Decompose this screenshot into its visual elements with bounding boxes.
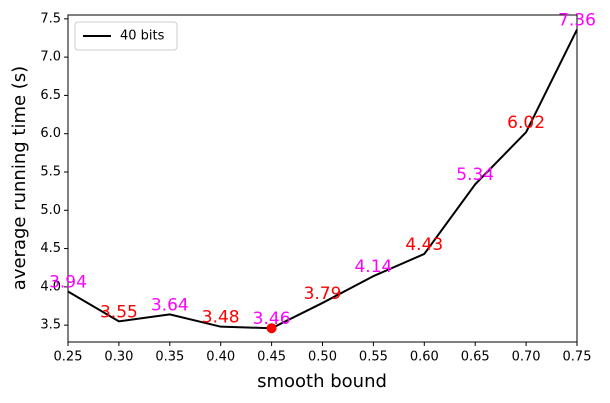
legend-label: 40 bits	[120, 29, 165, 44]
y-tick-label: 7.5	[40, 11, 61, 26]
data-label: 4.43	[405, 235, 443, 255]
y-tick-label: 7.0	[40, 50, 61, 65]
x-tick-label: 0.40	[206, 350, 235, 365]
x-tick-label: 0.30	[104, 350, 133, 365]
data-line	[67, 29, 578, 330]
y-tick-label: 4.5	[40, 241, 61, 256]
x-axis-label: smooth bound	[257, 371, 387, 392]
y-tick-label: 6.5	[40, 88, 61, 103]
data-label: 5.34	[456, 165, 494, 185]
data-label: 3.55	[100, 302, 138, 322]
y-axis-label: average running time (s)	[9, 66, 30, 290]
data-label: 6.02	[507, 113, 545, 133]
legend-box	[74, 21, 178, 51]
y-tick-label: 5.5	[40, 164, 61, 179]
x-tick-label: 0.25	[54, 350, 83, 365]
x-tick-label: 0.50	[308, 350, 337, 365]
data-label: 3.48	[202, 308, 240, 328]
data-label: 3.46	[253, 309, 291, 329]
y-tick-label: 4.0	[40, 279, 61, 294]
data-label: 3.79	[304, 284, 342, 304]
x-tick-label: 0.55	[359, 350, 388, 365]
x-tick-label: 0.45	[257, 350, 286, 365]
min-marker	[266, 323, 277, 334]
x-tick-label: 0.60	[410, 350, 439, 365]
data-label: 3.64	[151, 295, 189, 315]
x-tick-label: 0.35	[155, 350, 184, 365]
x-tick-label: 0.75	[563, 350, 592, 365]
y-tick-label: 3.5	[40, 318, 61, 333]
x-tick-label: 0.70	[512, 350, 541, 365]
y-tick-label: 5.0	[40, 203, 61, 218]
x-tick-label: 0.65	[461, 350, 490, 365]
y-tick-label: 6.0	[40, 126, 61, 141]
data-label: 7.36	[558, 11, 596, 31]
data-label: 4.14	[354, 257, 392, 277]
data-label: 3.94	[49, 272, 87, 292]
